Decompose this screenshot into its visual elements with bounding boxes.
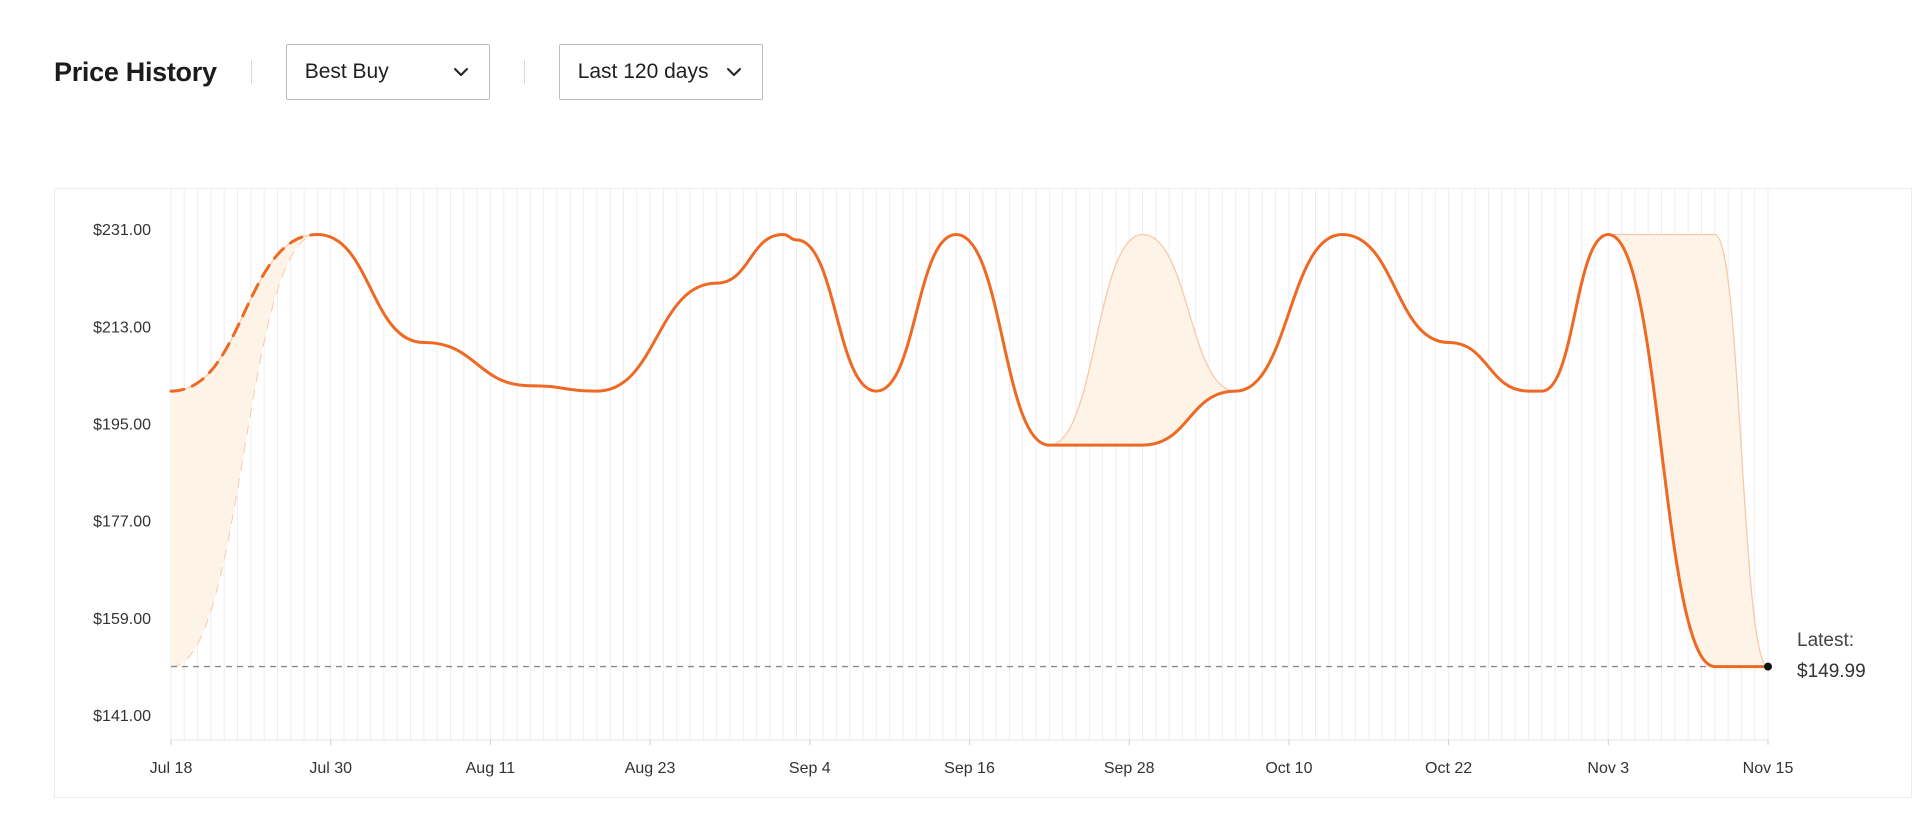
range-select[interactable]: Last 120 days — [558, 44, 763, 100]
store-select[interactable]: Best Buy — [285, 44, 490, 100]
price-history-chart-card — [54, 188, 1912, 798]
header-divider — [523, 60, 525, 84]
store-select-value: Best Buy — [304, 60, 389, 83]
chevron-down-icon — [726, 68, 741, 76]
chart-header: Price History Best Buy Last 120 days — [54, 42, 797, 102]
header-divider — [250, 60, 252, 84]
chevron-down-icon — [453, 68, 468, 76]
page-title: Price History — [54, 56, 217, 87]
range-select-value: Last 120 days — [577, 60, 709, 83]
